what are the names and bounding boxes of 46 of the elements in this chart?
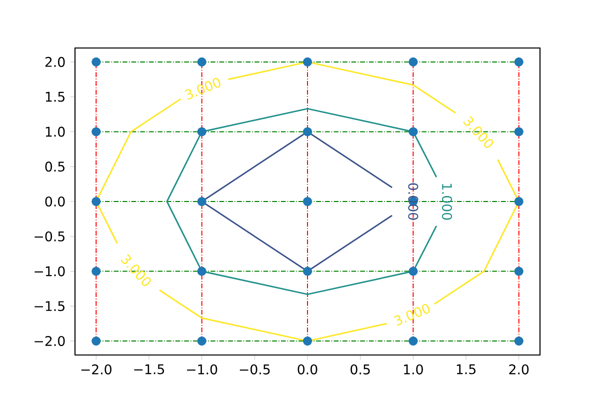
point [92,127,101,136]
point [514,57,524,66]
x-tick-label: −2.0 [81,364,112,374]
point [197,336,206,346]
point [302,196,312,206]
point [408,266,418,276]
point [92,57,101,66]
y-tick-label: −2.0 [34,336,65,346]
annotation: 1.000 [442,184,452,220]
point [302,266,312,276]
x-tick-label: −0.5 [240,364,270,374]
point [197,266,206,276]
x-tick-label: 1.0 [404,364,423,374]
point [408,336,418,346]
y-tick-label: 0.5 [45,162,64,172]
y-tick-label: −1.0 [34,266,65,276]
y-tick-label: −0.5 [34,231,64,242]
y-tick-label: 1.0 [46,126,65,137]
y-tick-label: −1.5 [34,301,64,312]
point [302,127,312,136]
point [197,196,206,206]
point [197,127,206,136]
x-tick-label: 0.0 [298,364,318,374]
y-tick-label: 2.0 [45,56,65,67]
point [514,127,524,136]
y-tick-label: 1.5 [46,92,64,102]
x-tick-label: 0.5 [350,364,370,374]
x-tick-label: 1.5 [456,364,476,374]
point [514,336,524,346]
point [92,196,101,206]
annotation: 3.000 [394,304,430,326]
point [302,336,312,346]
x-tick-label: −1.5 [134,364,164,374]
point [514,266,524,276]
point [408,127,418,136]
line-series [166,108,438,296]
point [302,57,312,66]
point [408,57,418,66]
x-tick-label: 2.0 [509,364,529,374]
x-tick-label: −1.0 [187,364,218,374]
point [197,57,206,66]
point [514,196,524,206]
annotation: 3.000 [184,78,220,100]
y-tick-label: 0.0 [45,196,65,207]
point [92,266,101,276]
point [92,336,101,346]
